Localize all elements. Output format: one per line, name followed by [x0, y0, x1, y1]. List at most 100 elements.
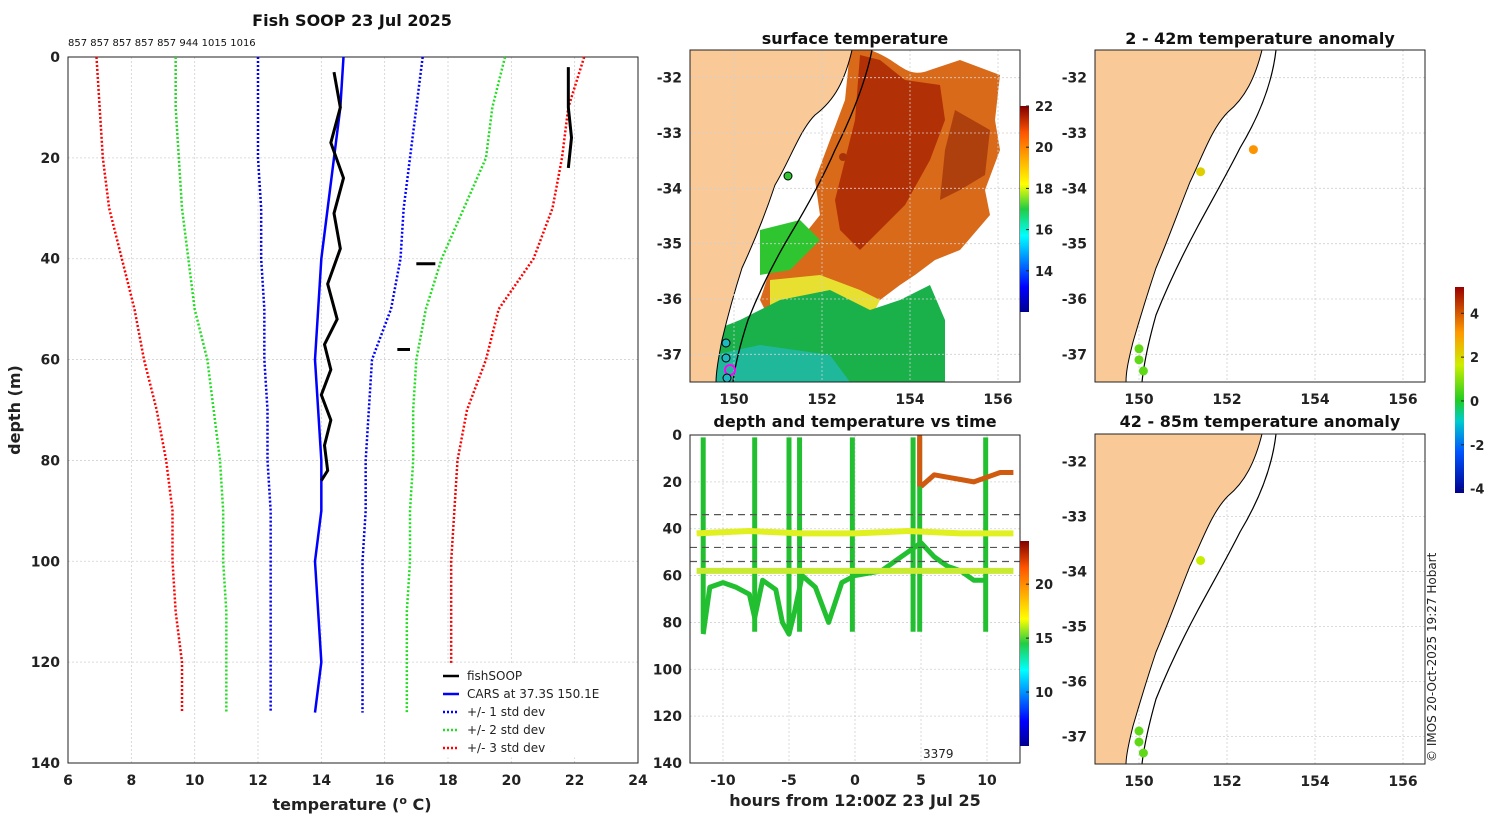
profile-ytick-label: 100: [31, 554, 60, 570]
time-xtick-label: -5: [781, 773, 797, 789]
anomaly-upper-point: [1134, 344, 1144, 354]
sst-title: surface temperature: [762, 29, 949, 48]
sst-panel: surface temperature 150 152 154 156 -32-33-…: [657, 29, 1053, 408]
legend-label-std3: +/- 3 std dev: [467, 741, 545, 755]
time-grid: [690, 435, 1020, 763]
sst-xtick-label: 150: [719, 392, 748, 408]
anomaly-upper-coastline: [1125, 50, 1263, 382]
time-xtick-label: 10: [977, 773, 997, 789]
time-plot-area: [690, 435, 1020, 637]
sst-warm-eddy: [940, 110, 990, 200]
anomaly-upper-frame: [1094, 49, 1426, 383]
anomaly-lower-ytick-label: -35: [1062, 620, 1087, 636]
profile-xtick-label: 16: [375, 773, 394, 789]
legend-label-fishsoop: fishSOOP: [467, 669, 522, 683]
time-xlabel: hours from 12:00Z 23 Jul 25: [729, 791, 980, 810]
profile-line--2-std-dev-high: [405, 56, 507, 713]
anomaly-lower-map-area: [1095, 434, 1425, 764]
sst-station-marker: [721, 338, 731, 348]
profile-line-fishsoop-warm-: [566, 67, 574, 169]
anomaly-upper-title: 2 - 42m temperature anomaly: [1125, 29, 1395, 48]
time-ytick-label: 120: [653, 709, 682, 725]
anomaly-upper-xtick-label: 150: [1124, 392, 1153, 408]
profile-ytick-label: 80: [41, 453, 61, 469]
time-ytick-label: 60: [663, 569, 683, 585]
time-series: [690, 435, 1020, 637]
profile-xtick-label: 6: [63, 773, 73, 789]
profile-xlabel: temperature (o C): [272, 794, 431, 814]
anomaly-upper-xtick-label: 154: [1300, 392, 1329, 408]
profile-line-fishsoop: [319, 71, 346, 482]
time-xticks: -10 -5 0 5 10: [710, 773, 997, 789]
sst-station-marker: [721, 353, 731, 363]
anomaly-lower-xticks: 150 152 154 156: [1124, 774, 1417, 790]
profile-line--2-std-dev-low: [174, 57, 228, 713]
anomaly-lower-yticks: -32 -33 -34 -35 -36 -37: [1062, 455, 1088, 746]
anomaly-upper-point: [1134, 355, 1144, 365]
profile-xtick-label: 20: [502, 773, 522, 789]
time-ytick-label: 40: [663, 522, 683, 538]
sst-xtick-label: 154: [895, 392, 924, 408]
anomaly-lower-coastline: [1125, 434, 1263, 764]
profile-series: [95, 56, 586, 713]
sst-xtick-label: 156: [983, 392, 1012, 408]
anomaly-upper-point: [1248, 145, 1258, 155]
anomaly-upper-xtick-label: 152: [1212, 392, 1241, 408]
sst-station-marker: [783, 171, 793, 181]
anomaly-lower-xtick-label: 150: [1124, 774, 1153, 790]
profile-ytick-label: 140: [31, 756, 60, 772]
anomaly-colorbar-ticks: -4 -2 0 2 4: [1461, 307, 1484, 498]
time-ytick-label: 20: [663, 475, 683, 491]
sst-xtick-label: 152: [807, 392, 836, 408]
sst-colorbar-label: 14: [1035, 265, 1053, 280]
anomaly-upper-ytick-label: -34: [1062, 181, 1088, 197]
profile-panel: Fish SOOP 23 Jul 2025 857 857 857 857 85…: [5, 11, 648, 814]
anomaly-lower-land: [1095, 434, 1262, 764]
legend-label-std1: +/- 1 std dev: [467, 705, 545, 719]
anomaly-lower-xtick-label: 154: [1300, 774, 1329, 790]
legend-label-std2: +/- 2 std dev: [467, 723, 545, 737]
profile-line--1-std-dev-low: [256, 57, 272, 713]
time-yticks: 0 20 40 60 80 100 120 140: [653, 428, 682, 772]
sst-eac-core: [835, 55, 945, 250]
anomaly-upper-map-area: [1095, 50, 1425, 382]
profile-ytick-label: 40: [41, 252, 61, 268]
time-ytick-label: 80: [663, 615, 683, 631]
anomaly-upper-grid: [1095, 50, 1425, 382]
profile-grid: [68, 57, 638, 763]
time-colorbar-ticks: 10 15 20: [1026, 578, 1053, 701]
profile-ytick-label: 0: [50, 50, 60, 66]
profile-title: Fish SOOP 23 Jul 2025: [252, 11, 452, 30]
legend-box: [437, 664, 625, 758]
profile-ytick-label: 120: [31, 655, 60, 671]
anomaly-lower-panel: 42 - 85m temperature anomaly 150 152 154 15…: [1062, 412, 1426, 790]
anomaly-lower-point: [1196, 556, 1206, 565]
profile-ylabel: depth (m): [5, 365, 24, 455]
anomaly-lower-point: [1134, 726, 1144, 736]
anomaly-colorbar-label: 2: [1470, 351, 1479, 366]
sst-coastline: [715, 50, 853, 382]
credit-text: © IMOS 20-Oct-2025 19:27 Hobart: [1425, 552, 1439, 762]
profile-line--1-std-dev-high: [361, 56, 424, 713]
anomaly-lower-isobath: [1141, 434, 1277, 764]
sst-colorbar-label: 20: [1035, 141, 1053, 156]
anomaly-lower-ytick-label: -32: [1062, 455, 1087, 471]
anomaly-colorbar-label: 4: [1470, 307, 1479, 322]
profile-xtick-label: 24: [628, 773, 648, 789]
anomaly-upper-point: [1196, 167, 1206, 177]
anomaly-upper-ytick-label: -35: [1062, 237, 1087, 253]
profile-xticks: 6 8 10 12 14 16 18 20 22 24: [63, 773, 648, 789]
time-ytick-label: 0: [672, 428, 682, 444]
anomaly-upper-isobath: [1141, 50, 1277, 382]
time-ytick-label: 100: [653, 662, 682, 678]
sst-ytick-label: -33: [657, 126, 682, 142]
profile-xlabel-sup: o: [399, 794, 407, 807]
sst-ytick-label: -32: [657, 71, 682, 87]
time-ytick-label: 140: [653, 756, 682, 772]
sst-colorbar: [1020, 106, 1029, 312]
anomaly-upper-point: [1138, 366, 1148, 376]
anomaly-lower-ytick-label: -34: [1062, 565, 1088, 581]
anomaly-upper-ytick-label: -33: [1062, 126, 1087, 142]
profile-ytick-label: 60: [41, 353, 61, 369]
anomaly-upper-points: [1134, 145, 1258, 376]
